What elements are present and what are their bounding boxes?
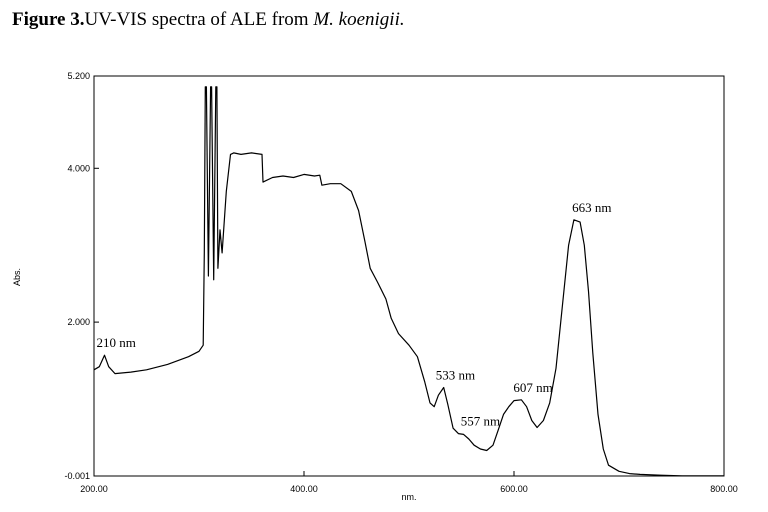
- y-tick-label: -0.001: [64, 471, 90, 481]
- peak-annotation: 210 nm: [97, 335, 136, 350]
- spectrum-line: [93, 86, 724, 477]
- plot-frame: [93, 75, 725, 477]
- y-axis-label: Abs.: [12, 268, 22, 286]
- peak-annotation: 607 nm: [513, 380, 552, 395]
- y-tick-label: 4.000: [67, 163, 90, 173]
- annotation-group: 210 nm 533 nm 557 nm 607 nm 663 nm: [97, 200, 612, 429]
- x-tick-label: 400.00: [290, 484, 318, 494]
- peak-annotation: 533 nm: [436, 368, 475, 383]
- figure-caption-species: M. koenigii.: [313, 9, 405, 30]
- peak-annotation: 557 nm: [461, 414, 500, 429]
- figure-caption: Figure 3.UV-VIS spectra of ALE from M. k…: [12, 9, 405, 31]
- figure-caption-prefix: Figure 3.: [12, 9, 85, 30]
- peak-annotation: 663 nm: [572, 200, 611, 215]
- y-tick-label: 2.000: [67, 317, 90, 327]
- x-tick-label: 600.00: [500, 484, 528, 494]
- x-axis-label: nm.: [401, 492, 416, 502]
- x-tick-label: 800.00: [710, 484, 738, 494]
- tick-group: 200.00 400.00 600.00 800.00 -0.001 2.000 4.000…: [64, 71, 737, 494]
- y-tick-label: 5.200: [67, 71, 90, 81]
- figure-caption-text: UV-VIS spectra of ALE from: [84, 9, 314, 30]
- x-tick-label: 200.00: [80, 484, 108, 494]
